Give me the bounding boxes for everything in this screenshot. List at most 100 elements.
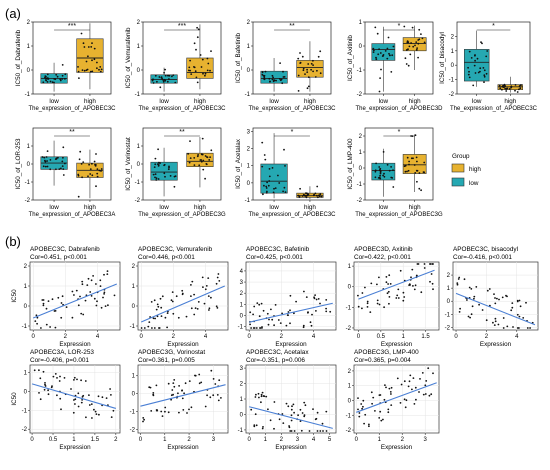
data-point: [207, 277, 210, 279]
y-tick-label: -1: [245, 198, 251, 204]
data-point: [45, 156, 48, 158]
y-tick-label: -1: [238, 325, 244, 331]
scatter-6: 0 0.5 1 1.5 2 -2 -1 0 1 APOBEC3A, LOR-253Cor=-0.4…: [11, 349, 121, 451]
box-low: [371, 148, 396, 197]
data-point: [469, 316, 471, 319]
data-point: [167, 168, 170, 171]
data-point: [410, 42, 412, 44]
x-category-label: high: [304, 98, 316, 105]
data-point: [86, 284, 89, 286]
data-point: [410, 276, 412, 279]
x-axis-label: The_expression_of_APOBEC3C: [248, 212, 336, 218]
data-point: [56, 377, 58, 379]
data-point: [43, 388, 46, 391]
data-point: [374, 170, 377, 173]
data-point: [77, 174, 80, 177]
data-point: [291, 405, 293, 408]
data-point: [80, 32, 83, 35]
data-point: [415, 274, 418, 277]
data-point: [388, 296, 391, 298]
x-category-label: low: [49, 204, 59, 211]
data-point: [281, 312, 283, 315]
y-tick-label: 0: [132, 304, 136, 310]
data-point: [317, 55, 320, 58]
boxplot-9: -2 -1 0 1 2 low high * The_expression_of_APOBEC3…: [347, 127, 443, 218]
x-category-label: low: [49, 98, 59, 105]
data-point: [385, 276, 388, 278]
data-point: [299, 408, 302, 411]
data-point: [494, 317, 497, 320]
data-point: [375, 162, 377, 165]
x-tick-label: 2: [172, 334, 176, 340]
data-point: [44, 79, 47, 81]
data-point: [512, 326, 514, 328]
data-point: [361, 407, 363, 410]
data-point: [159, 162, 161, 165]
data-point: [85, 416, 87, 419]
data-point: [204, 155, 207, 157]
data-point: [502, 86, 505, 88]
y-tick-label: 3: [247, 129, 251, 135]
data-point: [402, 291, 405, 294]
legend: Group high low: [451, 153, 481, 187]
data-point: [430, 273, 433, 275]
data-point: [424, 393, 427, 395]
data-point: [357, 294, 359, 297]
data-point: [152, 392, 155, 394]
data-point: [193, 157, 196, 159]
y-axis-label: IC50_of_LMP-400: [347, 138, 354, 190]
y-tick-label: -1: [445, 312, 451, 318]
data-point: [325, 310, 328, 313]
data-point: [42, 299, 45, 301]
y-tick-label: 0: [348, 285, 352, 291]
data-point: [514, 89, 516, 92]
y-tick-label: -1: [25, 180, 31, 186]
x-tick-label: 4: [96, 334, 100, 340]
y-axis-label: IC50_of_LOR-253: [15, 138, 22, 190]
data-point: [273, 427, 275, 430]
data-point: [260, 401, 262, 404]
scatter-subtitle: Cor=0.365, p=0.004: [354, 357, 411, 364]
scatter-title: APOBEC3C, Dabrafenib: [30, 246, 100, 253]
data-point: [156, 303, 159, 306]
data-point: [102, 296, 104, 299]
legend-label-low: low: [469, 180, 479, 187]
data-point: [390, 71, 393, 73]
scatter-8: 0 1 2 3 4 5 -1 0 1 2 3 APOBEC3C, AcetalaxCor=-0.351…: [238, 349, 337, 451]
data-point: [473, 64, 476, 67]
data-point: [384, 384, 386, 386]
data-point: [77, 405, 80, 408]
data-point: [164, 79, 167, 82]
y-tick-label: 1: [27, 144, 31, 150]
box-high: [402, 25, 427, 70]
plot-frame: [452, 261, 539, 331]
y-tick-label: -1: [245, 92, 251, 98]
data-point: [72, 411, 75, 414]
data-point: [415, 398, 417, 401]
data-point: [100, 168, 103, 170]
data-point: [502, 317, 505, 319]
data-point: [493, 324, 496, 326]
data-point: [405, 63, 408, 65]
data-point: [159, 297, 162, 300]
data-point: [307, 85, 310, 88]
data-point: [98, 413, 100, 416]
data-point: [307, 311, 309, 314]
data-point: [390, 386, 393, 389]
data-point: [148, 321, 151, 323]
data-point: [383, 175, 386, 178]
data-point: [169, 175, 172, 177]
data-point: [143, 418, 146, 421]
y-tick-label: 1: [247, 44, 251, 50]
data-point: [62, 174, 65, 176]
data-point: [305, 196, 308, 199]
data-point: [303, 415, 306, 418]
data-point: [404, 406, 407, 409]
data-point: [40, 327, 42, 329]
data-point: [386, 292, 389, 295]
data-point: [289, 294, 292, 297]
data-point: [492, 321, 494, 324]
data-point: [181, 389, 184, 392]
y-tick-label: -1: [357, 68, 363, 74]
data-point: [152, 173, 155, 176]
